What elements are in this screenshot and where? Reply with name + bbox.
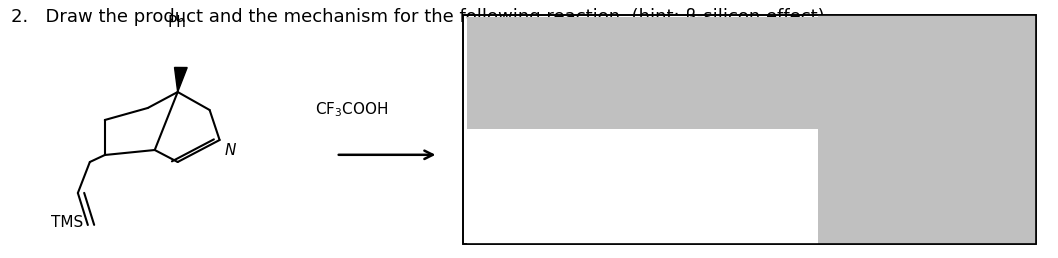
Bar — [819, 15, 1036, 244]
Polygon shape — [175, 67, 187, 92]
Text: Ph: Ph — [168, 15, 187, 30]
Bar — [462, 15, 1036, 244]
Bar — [462, 15, 1036, 244]
Text: 2.   Draw the product and the mechanism for the following reaction. (hint: β-sil: 2. Draw the product and the mechanism fo… — [11, 8, 824, 26]
Text: TMS: TMS — [51, 215, 83, 230]
Text: CF$_3$COOH: CF$_3$COOH — [314, 100, 388, 119]
Bar — [467, 17, 1032, 129]
Bar — [467, 129, 819, 244]
Text: N: N — [225, 143, 236, 158]
